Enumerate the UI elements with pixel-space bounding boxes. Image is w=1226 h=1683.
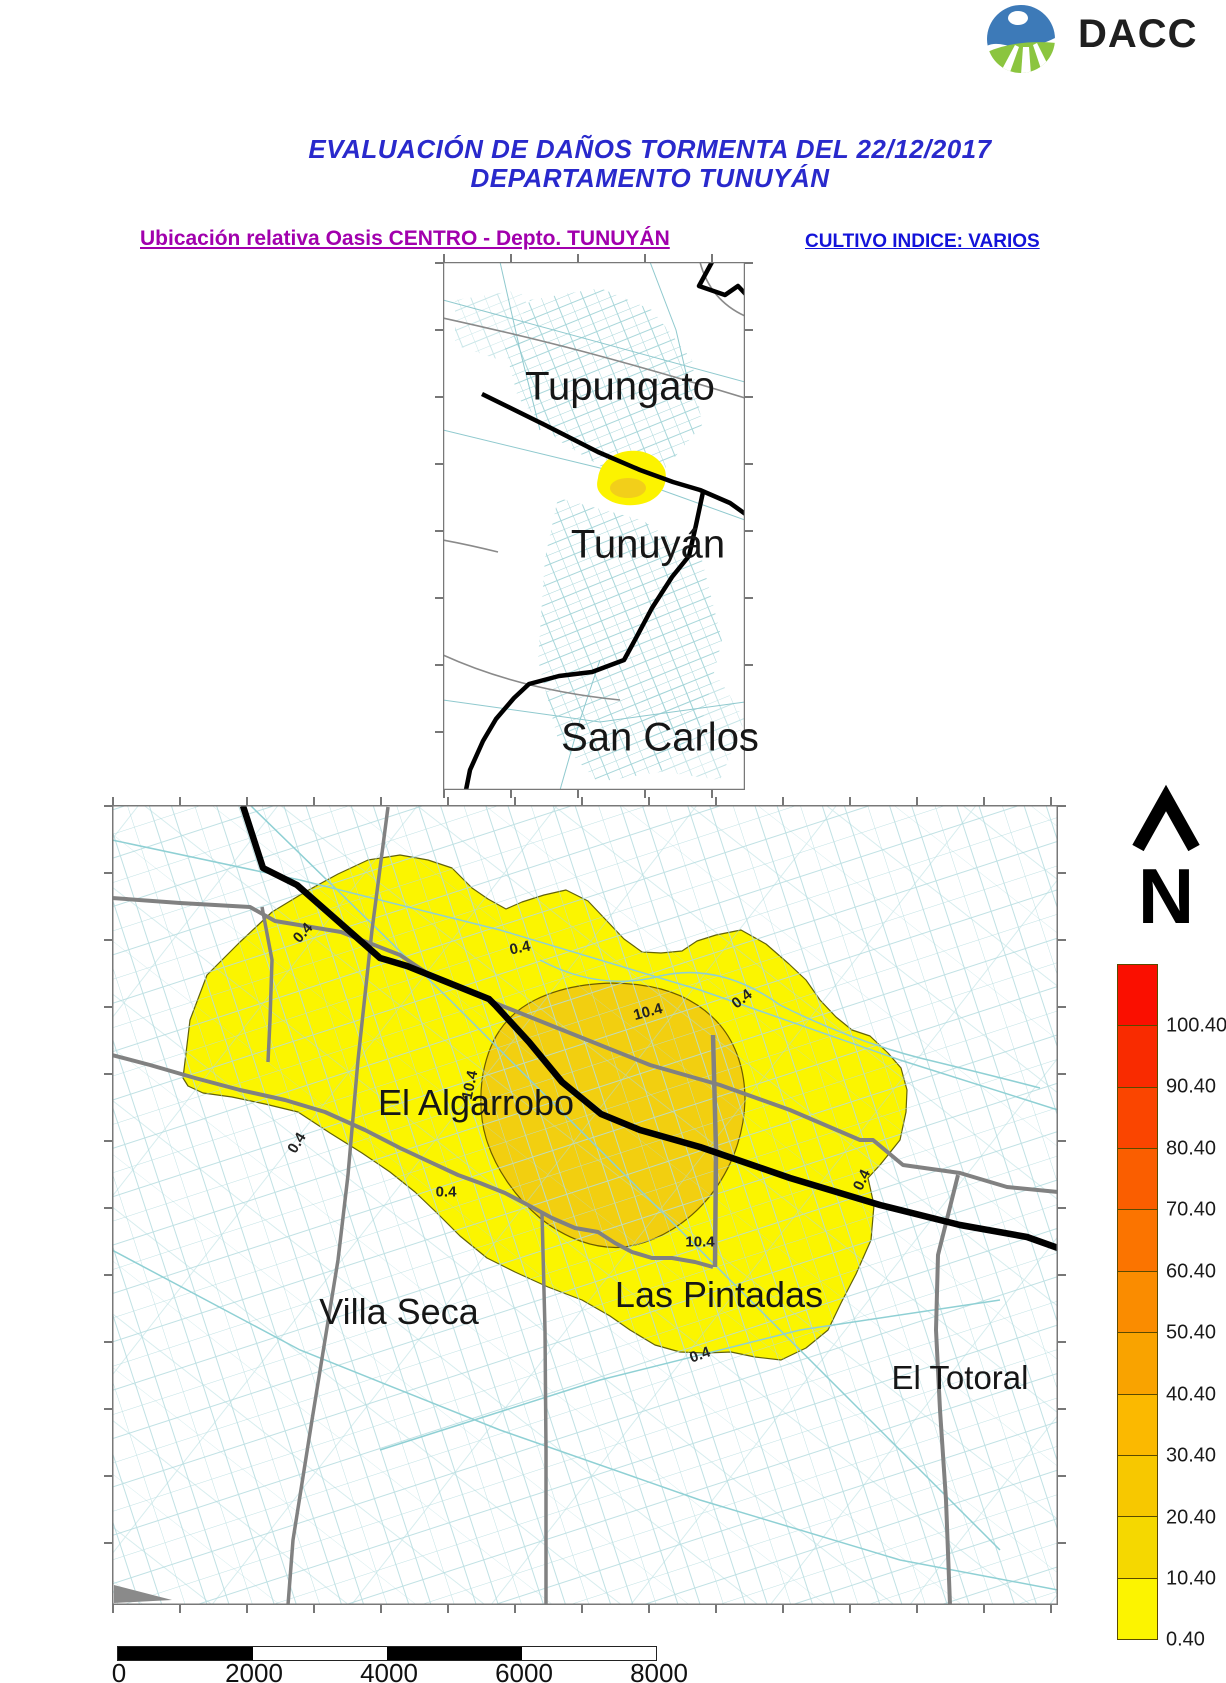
place-label-tunuyan: Tunuyán xyxy=(570,522,726,567)
legend-segment xyxy=(1117,1332,1158,1395)
legend-colorbar xyxy=(1117,964,1158,1640)
inset-major-roads xyxy=(463,262,745,790)
scale-bar-segment xyxy=(521,1647,656,1660)
legend-segment xyxy=(1117,1393,1158,1456)
north-arrow-letter: N xyxy=(1138,852,1194,940)
inset-parcel-lines xyxy=(443,262,745,790)
main-tick-marks-left xyxy=(104,805,112,1605)
scale-bar xyxy=(117,1646,657,1661)
scale-label: 8000 xyxy=(630,1658,688,1683)
legend-value-label: 10.40 xyxy=(1166,1567,1217,1590)
legend-value-label: 20.40 xyxy=(1166,1506,1217,1529)
dacc-logo-text: DACC xyxy=(1078,12,1198,56)
contour-label: 0.4 xyxy=(435,1183,457,1201)
north-arrow-chevron xyxy=(1132,784,1200,852)
legend-segment xyxy=(1117,964,1158,1027)
inset-tick-marks-left xyxy=(435,262,443,790)
legend-value-label: 80.40 xyxy=(1166,1137,1217,1160)
legend-segment xyxy=(1117,1516,1158,1579)
legend-segment xyxy=(1117,1454,1158,1518)
legend-value-label: 90.40 xyxy=(1166,1075,1217,1098)
place-label-el-totoral: El Totoral xyxy=(891,1359,1029,1396)
legend-segment xyxy=(1117,1025,1158,1088)
dacc-logo-icon xyxy=(987,5,1055,73)
place-label-san-carlos: San Carlos xyxy=(561,715,759,760)
inset-tick-marks-top xyxy=(443,254,745,262)
inset-tick-marks-bottom xyxy=(443,790,745,798)
inset-tick-marks-right xyxy=(745,262,753,790)
legend-segment xyxy=(1117,1148,1158,1211)
scale-label: 2000 xyxy=(225,1658,283,1683)
place-label-tupungato: Tupungato xyxy=(525,364,715,409)
scale-label: 4000 xyxy=(360,1658,418,1683)
legend-segment xyxy=(1117,1270,1158,1334)
crop-index-caption: CULTIVO INDICE: VARIOS xyxy=(805,231,1040,252)
main-tick-marks-top xyxy=(112,797,1058,805)
place-label-las-pintadas: Las Pintadas xyxy=(614,1274,824,1315)
legend-value-label: 100.40 xyxy=(1166,1014,1226,1037)
legend-segment xyxy=(1117,1086,1158,1150)
scale-label: 6000 xyxy=(495,1658,553,1683)
contour-label: 10.4 xyxy=(685,1233,715,1251)
scale-bar-segment xyxy=(118,1647,253,1660)
place-label-el-algarrobo: El Algarrobo xyxy=(377,1082,575,1123)
legend-value-label: 60.40 xyxy=(1166,1260,1217,1283)
legend-segment xyxy=(1117,1209,1158,1272)
legend-value-label: 70.40 xyxy=(1166,1198,1217,1221)
road-wedge xyxy=(114,1585,172,1603)
inset-secondary-roads xyxy=(443,262,745,701)
main-tick-marks-right xyxy=(1058,805,1066,1605)
legend-value-label: 0.40 xyxy=(1166,1628,1205,1651)
report-title-line2: DEPARTAMENTO TUNUYÁN xyxy=(470,163,830,193)
scale-bar-segment xyxy=(387,1647,522,1660)
scale-label: 0 xyxy=(111,1658,127,1683)
major-road xyxy=(239,805,1058,1252)
main-map-svg xyxy=(112,805,1058,1605)
legend-value-label: 40.40 xyxy=(1166,1383,1217,1406)
north-arrow: N xyxy=(1132,784,1200,940)
main-tick-marks-bottom xyxy=(112,1605,1058,1613)
report-title-line1: EVALUACIÓN DE DAÑOS TORMENTA DEL 22/12/2… xyxy=(308,134,992,164)
inset-map-caption: Ubicación relativa Oasis CENTRO - Depto.… xyxy=(140,227,670,250)
inset-damage-area xyxy=(597,450,666,506)
inset-map-svg xyxy=(443,262,745,790)
legend-value-label: 30.40 xyxy=(1166,1444,1217,1467)
legend-segment xyxy=(1117,1577,1158,1640)
legend-value-label: 50.40 xyxy=(1166,1321,1217,1344)
scale-bar-segment xyxy=(252,1647,387,1660)
place-label-villa-seca: Villa Seca xyxy=(319,1291,479,1332)
